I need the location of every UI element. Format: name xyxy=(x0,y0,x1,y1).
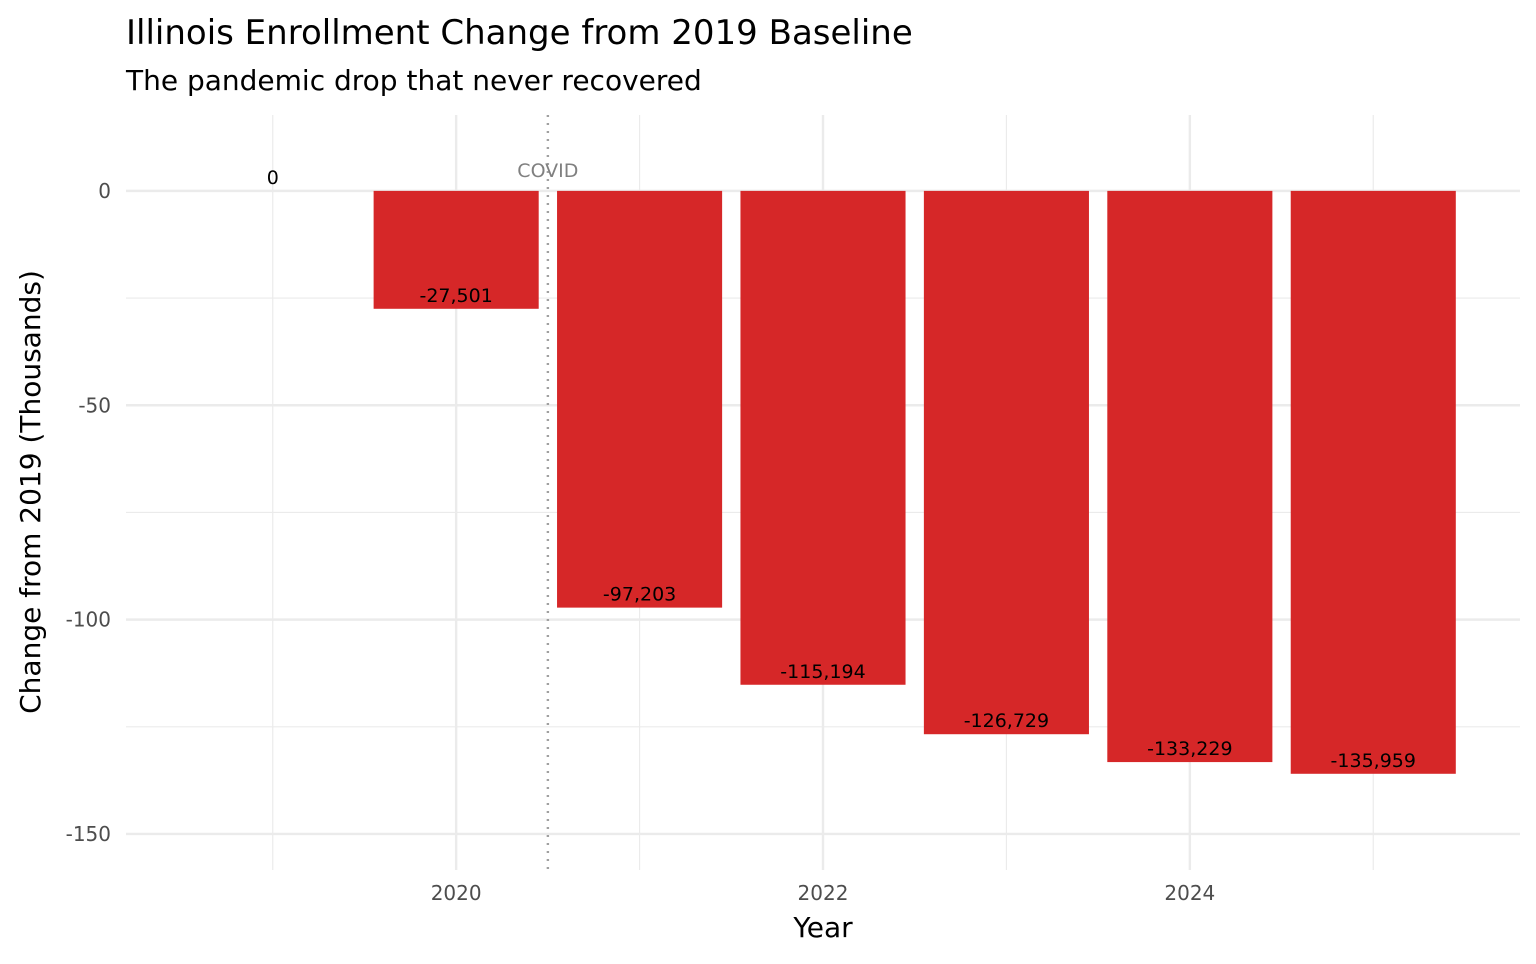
data-labels: 0 -27,501 -97,203 -115,194 -126,729 -133,229 -… xyxy=(267,167,1416,772)
data-label-2023: -126,729 xyxy=(964,710,1049,732)
y-axis-title: Change from 2019 (Thousands) xyxy=(14,270,47,714)
data-label-2019: 0 xyxy=(267,167,279,189)
bars xyxy=(373,190,1456,774)
y-tick-label: -150 xyxy=(66,822,111,846)
chart-title: Illinois Enrollment Change from 2019 Bas… xyxy=(126,13,913,53)
bar-2025 xyxy=(1290,190,1456,774)
x-axis-title: Year xyxy=(792,911,853,944)
bar-2024 xyxy=(1107,190,1273,763)
data-label-2021: -97,203 xyxy=(603,584,676,606)
data-label-2024: -133,229 xyxy=(1147,738,1232,760)
x-axis-ticks: 2020 2022 2024 xyxy=(431,881,1216,905)
bar-2022 xyxy=(740,190,906,685)
bar-2021 xyxy=(557,190,723,608)
y-tick-label: -100 xyxy=(66,608,111,632)
covid-annotation: COVID xyxy=(517,115,578,870)
data-label-2020: -27,501 xyxy=(419,285,492,307)
x-tick-label: 2024 xyxy=(1164,881,1215,905)
y-tick-label: -50 xyxy=(78,393,111,417)
y-axis-ticks: 0 -50 -100 -150 xyxy=(66,179,111,846)
data-label-2022: -115,194 xyxy=(780,661,865,683)
bar-2020 xyxy=(373,190,539,309)
y-tick-label: 0 xyxy=(98,179,111,203)
data-label-2025: -135,959 xyxy=(1331,750,1416,772)
chart-subtitle: The pandemic drop that never recovered xyxy=(125,64,702,97)
x-tick-label: 2022 xyxy=(798,881,849,905)
x-tick-label: 2020 xyxy=(431,881,482,905)
covid-label: COVID xyxy=(517,160,578,182)
bar-2023 xyxy=(923,190,1089,735)
